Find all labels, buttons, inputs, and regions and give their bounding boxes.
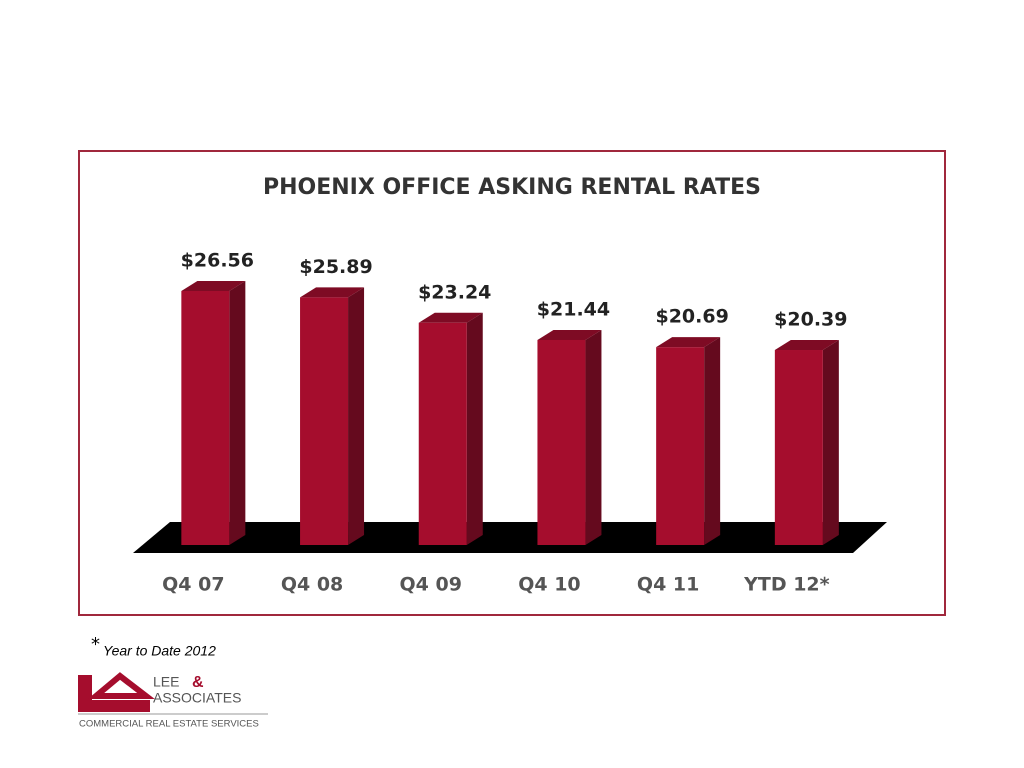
logo-amp: &: [192, 674, 204, 691]
x-tick-label: Q4 11: [637, 574, 699, 596]
value-label: $26.56: [181, 250, 254, 272]
bar-top: [774, 340, 839, 351]
bar-side: [229, 281, 246, 545]
logo-name: ASSOCIATES: [153, 690, 241, 706]
value-label: $20.69: [655, 306, 728, 328]
bar-side: [704, 337, 721, 545]
bar-top: [418, 312, 483, 323]
floor: [133, 522, 887, 553]
bar-top: [300, 287, 365, 298]
footnote-mark: *: [91, 634, 100, 655]
bar: [774, 350, 823, 545]
bars: $26.56 Q4 07 $25.89 Q4 08 $23.24 Q4 09 $21.44 Q…: [162, 250, 847, 596]
bar-side: [466, 312, 483, 545]
bar-side: [348, 287, 365, 545]
bar: [418, 322, 467, 545]
bar: [300, 297, 349, 545]
x-tick-label: Q4 07: [162, 574, 224, 596]
value-label: $20.39: [774, 309, 847, 331]
logo-shape: [87, 672, 155, 699]
value-label: $23.24: [418, 281, 491, 303]
footnote-text: Year to Date 2012: [103, 643, 216, 659]
x-tick-label: Q4 08: [281, 574, 343, 596]
chart-title: PHOENIX OFFICE ASKING RENTAL RATES: [263, 175, 761, 200]
value-label: $21.44: [537, 298, 610, 320]
bar: [537, 339, 586, 545]
logo-tagline: COMMERCIAL REAL ESTATE SERVICES: [79, 719, 259, 730]
bar-top: [181, 281, 246, 291]
bar-top: [537, 329, 602, 340]
logo-name: LEE: [153, 674, 179, 690]
x-tick-label: YTD 12*: [743, 574, 830, 596]
x-tick-label: Q4 10: [518, 574, 580, 596]
bar-side: [822, 340, 839, 545]
bar: [656, 347, 705, 545]
bar: [181, 291, 230, 545]
x-tick-label: Q4 09: [400, 574, 462, 596]
bar-top: [656, 337, 721, 348]
value-label: $25.89: [299, 256, 372, 278]
logo: LEE & ASSOCIATES COMMERCIAL REAL ESTATE …: [78, 672, 268, 730]
logo-shape: [78, 675, 150, 712]
bar-side: [585, 329, 602, 545]
